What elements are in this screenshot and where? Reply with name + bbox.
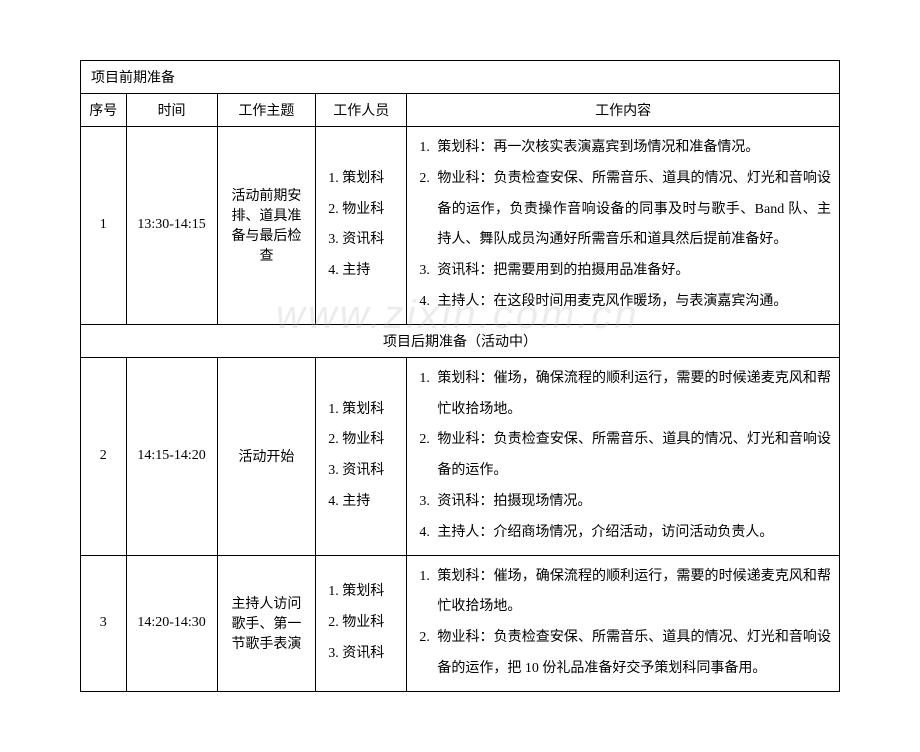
staff-item: 资讯科 [342, 225, 398, 256]
staff-item: 资讯科 [342, 639, 398, 670]
table-row: 2 14:15-14:20 活动开始 策划科 物业科 资讯科 主持 策划科：催场… [81, 357, 840, 555]
content-item: 资讯科：拍摄现场情况。 [433, 487, 831, 518]
cell-time: 13:30-14:15 [126, 127, 217, 325]
header-staff: 工作人员 [316, 94, 407, 127]
staff-item: 主持 [342, 256, 398, 287]
cell-theme: 主持人访问歌手、第一节歌手表演 [217, 555, 316, 691]
staff-item: 物业科 [342, 195, 398, 226]
cell-content: 策划科：催场，确保流程的顺利运行，需要的时候递麦克风和帮忙收拾场地。 物业科：负… [407, 555, 840, 691]
section-pre-label: 项目前期准备 [81, 61, 840, 94]
cell-theme: 活动前期安排、道具准备与最后检查 [217, 127, 316, 325]
content-item: 策划科：催场，确保流程的顺利运行，需要的时候递麦克风和帮忙收拾场地。 [433, 562, 831, 624]
table-row: 1 13:30-14:15 活动前期安排、道具准备与最后检查 策划科 物业科 资… [81, 127, 840, 325]
staff-item: 主持 [342, 487, 398, 518]
table-row: 3 14:20-14:30 主持人访问歌手、第一节歌手表演 策划科 物业科 资讯… [81, 555, 840, 691]
cell-seq: 2 [81, 357, 127, 555]
cell-staff: 策划科 物业科 资讯科 [316, 555, 407, 691]
content-item: 策划科：再一次核实表演嘉宾到场情况和准备情况。 [433, 133, 831, 164]
section-pre-row: 项目前期准备 [81, 61, 840, 94]
staff-item: 策划科 [342, 395, 398, 426]
cell-time: 14:15-14:20 [126, 357, 217, 555]
cell-staff: 策划科 物业科 资讯科 主持 [316, 357, 407, 555]
section-mid-row: 项目后期准备（活动中） [81, 324, 840, 357]
header-time: 时间 [126, 94, 217, 127]
cell-content: 策划科：催场，确保流程的顺利运行，需要的时候递麦克风和帮忙收拾场地。 物业科：负… [407, 357, 840, 555]
staff-item: 策划科 [342, 164, 398, 195]
content-item: 资讯科：把需要用到的拍摄用品准备好。 [433, 256, 831, 287]
header-row: 序号 时间 工作主题 工作人员 工作内容 [81, 94, 840, 127]
section-mid-label: 项目后期准备（活动中） [81, 324, 840, 357]
content-item: 主持人：介绍商场情况，介绍活动，访问活动负责人。 [433, 518, 831, 549]
header-seq: 序号 [81, 94, 127, 127]
cell-staff: 策划科 物业科 资讯科 主持 [316, 127, 407, 325]
schedule-table: 项目前期准备 序号 时间 工作主题 工作人员 工作内容 1 13:30-14:1… [80, 60, 840, 692]
staff-item: 物业科 [342, 425, 398, 456]
staff-item: 资讯科 [342, 456, 398, 487]
content-item: 物业科：负责检查安保、所需音乐、道具的情况、灯光和音响设备的运作，把 10 份礼… [433, 623, 831, 685]
content-item: 物业科：负责检查安保、所需音乐、道具的情况、灯光和音响设备的运作，负责操作音响设… [433, 164, 831, 256]
cell-theme: 活动开始 [217, 357, 316, 555]
header-theme: 工作主题 [217, 94, 316, 127]
staff-item: 物业科 [342, 608, 398, 639]
content-item: 物业科：负责检查安保、所需音乐、道具的情况、灯光和音响设备的运作。 [433, 425, 831, 487]
staff-item: 策划科 [342, 577, 398, 608]
cell-time: 14:20-14:30 [126, 555, 217, 691]
cell-seq: 1 [81, 127, 127, 325]
content-item: 策划科：催场，确保流程的顺利运行，需要的时候递麦克风和帮忙收拾场地。 [433, 364, 831, 426]
content-item: 主持人：在这段时间用麦克风作暖场，与表演嘉宾沟通。 [433, 287, 831, 318]
cell-seq: 3 [81, 555, 127, 691]
header-content: 工作内容 [407, 94, 840, 127]
cell-content: 策划科：再一次核实表演嘉宾到场情况和准备情况。 物业科：负责检查安保、所需音乐、… [407, 127, 840, 325]
